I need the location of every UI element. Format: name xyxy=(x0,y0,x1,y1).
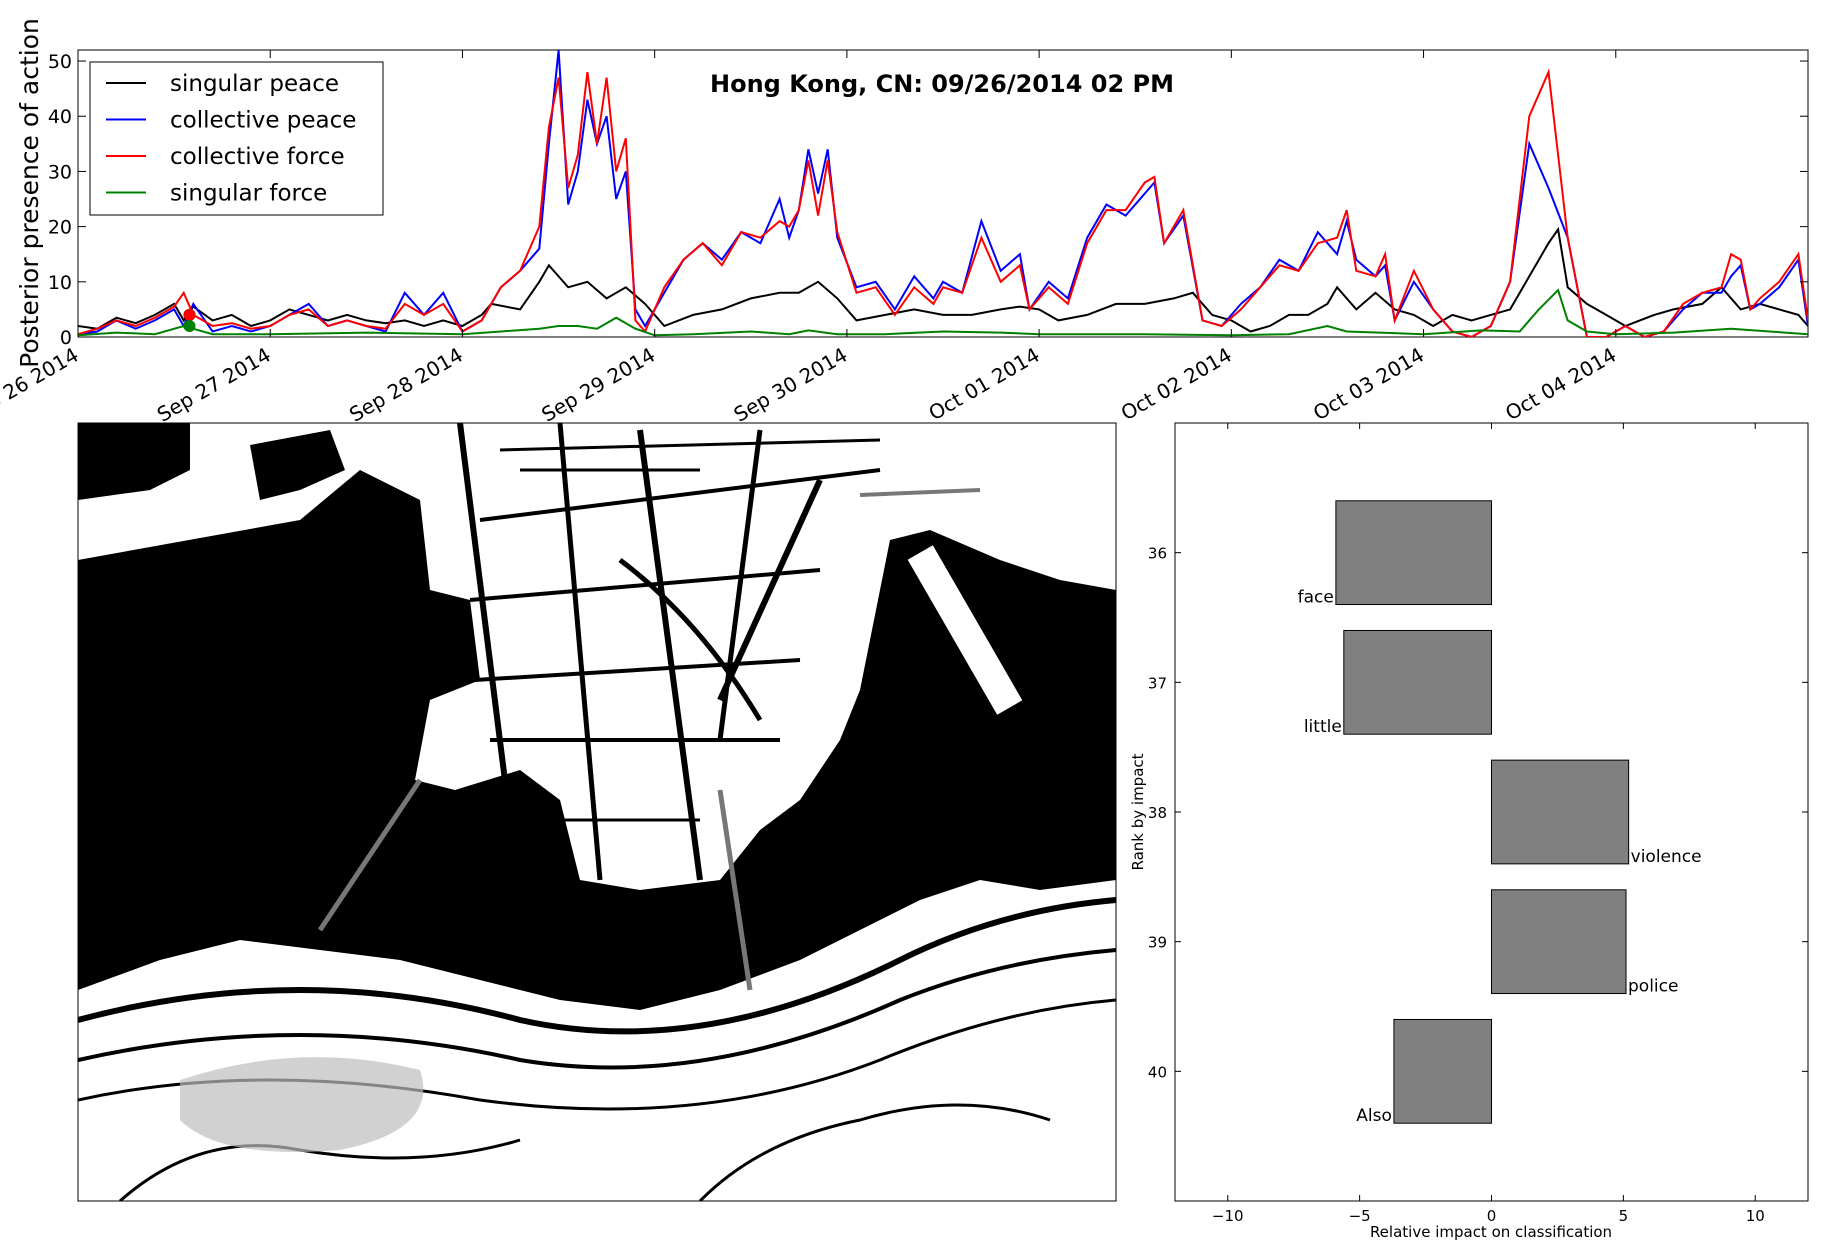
kai-tak-runway xyxy=(906,543,1024,717)
current-marker-collective-force xyxy=(183,308,196,321)
legend-box xyxy=(89,61,384,216)
victoria-harbour xyxy=(78,470,1116,1010)
bar-xtick-label: 5 xyxy=(1619,1207,1629,1225)
peak-hillside xyxy=(180,1057,424,1152)
bar-xlabel: Relative impact on classification xyxy=(1370,1223,1612,1241)
xtick-label: Oct 03 2014 xyxy=(1309,343,1428,426)
bar-xtick-label: −10 xyxy=(1212,1207,1244,1225)
bar-ytick-label: 40 xyxy=(1148,1063,1167,1081)
legend-label: singular peace xyxy=(170,71,339,97)
series-line-collective-peace xyxy=(78,50,1808,337)
airport-link xyxy=(859,488,981,497)
bar-word-label: face xyxy=(1298,588,1334,608)
xtick-label: Sep 30 2014 xyxy=(730,343,852,427)
bar-ytick-label: 39 xyxy=(1148,934,1167,952)
ytick-label: 50 xyxy=(48,51,72,73)
bar-ytick-label: 37 xyxy=(1148,674,1167,692)
bar-xtick-label: 10 xyxy=(1746,1207,1765,1225)
bar-ytick-label: 38 xyxy=(1148,804,1167,822)
hong-kong-map xyxy=(77,422,1117,1202)
northwest-basin xyxy=(250,430,345,500)
series-line-singular-peace xyxy=(78,226,1808,333)
impact-bar-police xyxy=(1491,889,1627,995)
bar-word-label: police xyxy=(1628,977,1678,997)
impact-bar-violence xyxy=(1491,759,1630,865)
xtick-label: Sep 27 2014 xyxy=(153,343,275,427)
island-roads xyxy=(78,897,1116,1201)
bar-ylabel: Rank by impact xyxy=(1129,753,1147,870)
bar-word-label: little xyxy=(1304,717,1342,737)
series-line-singular-force xyxy=(78,288,1808,337)
ferry-route-west xyxy=(317,778,423,932)
series-line-collective-force xyxy=(78,68,1808,337)
ytick-label: 20 xyxy=(48,217,72,239)
bar-xtick-label: 0 xyxy=(1487,1207,1497,1225)
xtick-label: Oct 02 2014 xyxy=(1117,343,1236,426)
legend-label: singular force xyxy=(170,181,327,207)
xtick-label: Oct 04 2014 xyxy=(1501,343,1620,426)
impact-bar-Also xyxy=(1393,1018,1492,1124)
xtick-label: Sep 29 2014 xyxy=(537,343,659,427)
ytick-label: 40 xyxy=(48,106,72,128)
bar-xtick-label: −5 xyxy=(1349,1207,1371,1225)
current-marker-singular-force xyxy=(183,319,196,332)
xtick-label: Oct 01 2014 xyxy=(925,343,1044,426)
chart-title: Hong Kong, CN: 09/26/2014 02 PM xyxy=(710,70,1174,98)
kowloon-roads xyxy=(457,423,881,901)
timeseries-ylabel: Posterior presence of action xyxy=(15,18,44,368)
ytick-label: 30 xyxy=(48,161,72,183)
legend-label: collective peace xyxy=(170,108,356,134)
bar-word-label: Also xyxy=(1356,1106,1392,1126)
impact-bar-face xyxy=(1335,500,1492,606)
legend: singular peace collective peace collective… xyxy=(89,61,384,216)
northwest-water xyxy=(78,423,190,500)
bar-ytick-label: 36 xyxy=(1148,545,1167,563)
ytick-label: 0 xyxy=(60,327,72,349)
ytick-label: 10 xyxy=(48,272,72,294)
ferry-route-east xyxy=(717,789,753,991)
impact-bar-little xyxy=(1343,629,1493,735)
xtick-label: Sep 28 2014 xyxy=(345,343,467,427)
bar-word-label: violence xyxy=(1631,847,1702,867)
legend-label: collective force xyxy=(170,144,345,170)
